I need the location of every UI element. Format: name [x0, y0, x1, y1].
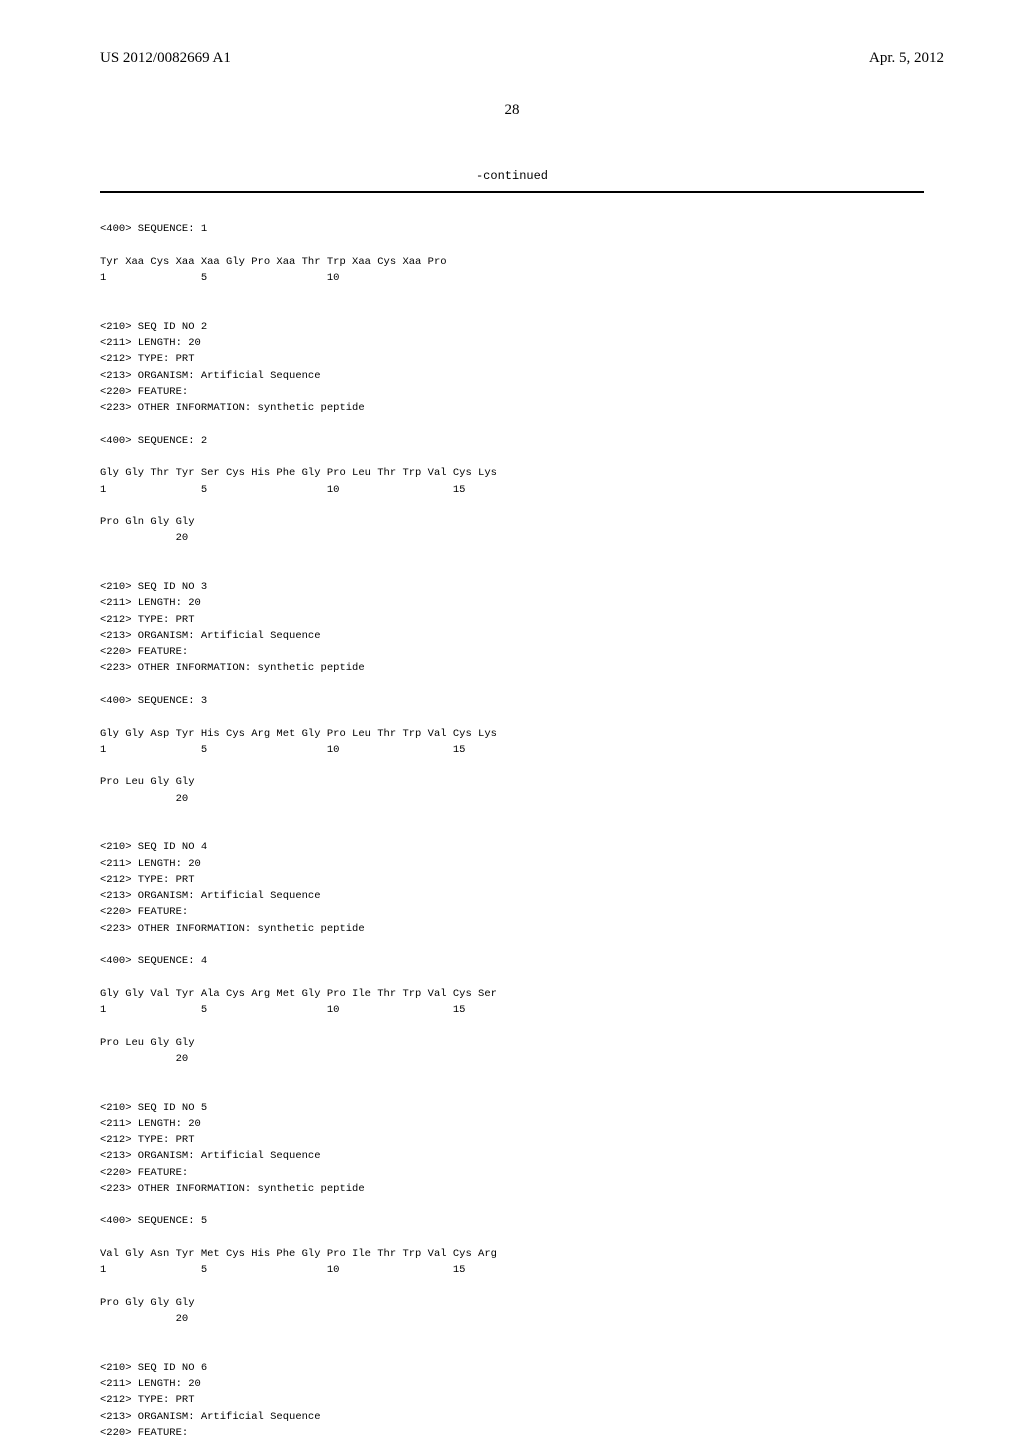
divider	[100, 191, 924, 193]
seq-line: Pro Leu Gly Gly	[100, 1037, 195, 1049]
seq-nums: 1 5 10 15	[100, 1264, 465, 1276]
continued-label: -continued	[0, 169, 1024, 183]
publication-date: Apr. 5, 2012	[869, 50, 944, 67]
seq-nums: 1 5 10 15	[100, 484, 465, 496]
page-number: 28	[0, 102, 1024, 119]
seq-tag: <400> SEQUENCE: 4	[100, 955, 207, 967]
seq-nums: 1 5 10 15	[100, 1004, 465, 1016]
seq-line: Gly Gly Thr Tyr Ser Cys His Phe Gly Pro …	[100, 467, 497, 479]
seq-line: Pro Leu Gly Gly	[100, 776, 195, 788]
seq-nums: 20	[100, 1313, 188, 1325]
seq-line: Gly Gly Val Tyr Ala Cys Arg Met Gly Pro …	[100, 988, 497, 1000]
seq-line: Pro Gln Gly Gly	[100, 516, 195, 528]
sequence-listing: <400> SEQUENCE: 1 Tyr Xaa Cys Xaa Xaa Gl…	[0, 205, 1024, 1441]
seq-nums: 20	[100, 1053, 188, 1065]
seq-header: <210> SEQ ID NO 3 <211> LENGTH: 20 <212>…	[100, 581, 365, 674]
seq-header: <210> SEQ ID NO 6 <211> LENGTH: 20 <212>…	[100, 1362, 321, 1439]
seq-tag: <400> SEQUENCE: 2	[100, 435, 207, 447]
seq-line: Tyr Xaa Cys Xaa Xaa Gly Pro Xaa Thr Trp …	[100, 256, 447, 268]
seq-line: Gly Gly Asp Tyr His Cys Arg Met Gly Pro …	[100, 728, 497, 740]
seq-nums: 1 5 10 15	[100, 744, 465, 756]
seq-nums: 20	[100, 532, 188, 544]
seq-header: <210> SEQ ID NO 5 <211> LENGTH: 20 <212>…	[100, 1102, 365, 1195]
seq-tag: <400> SEQUENCE: 1	[100, 223, 207, 235]
seq-nums: 1 5 10	[100, 272, 339, 284]
seq-header: <210> SEQ ID NO 4 <211> LENGTH: 20 <212>…	[100, 841, 365, 934]
seq-header: <210> SEQ ID NO 2 <211> LENGTH: 20 <212>…	[100, 321, 365, 414]
seq-tag: <400> SEQUENCE: 5	[100, 1215, 207, 1227]
seq-line: Pro Gly Gly Gly	[100, 1297, 195, 1309]
seq-nums: 20	[100, 793, 188, 805]
seq-line: Val Gly Asn Tyr Met Cys His Phe Gly Pro …	[100, 1248, 497, 1260]
seq-tag: <400> SEQUENCE: 3	[100, 695, 207, 707]
publication-number: US 2012/0082669 A1	[100, 50, 231, 67]
header: US 2012/0082669 A1 Apr. 5, 2012	[0, 0, 1024, 77]
